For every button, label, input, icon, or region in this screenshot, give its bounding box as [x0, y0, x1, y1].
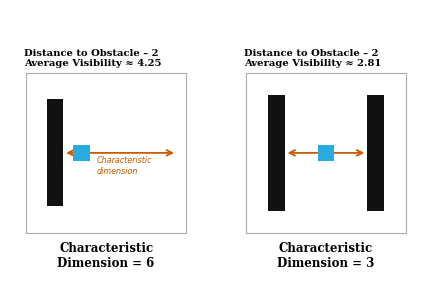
Text: Characteristic
dimension: Characteristic dimension	[96, 156, 152, 176]
Bar	[47, 98, 63, 206]
Bar	[367, 95, 384, 211]
Text: Characteristic
Dimension = 6: Characteristic Dimension = 6	[57, 242, 155, 270]
Text: Distance to Obstacle – 2
Average Visibility ≈ 4.25: Distance to Obstacle – 2 Average Visibil…	[24, 49, 161, 69]
Bar	[318, 145, 334, 161]
Bar	[268, 95, 285, 211]
Bar	[73, 145, 89, 161]
Text: Characteristic
Dimension = 3: Characteristic Dimension = 3	[277, 242, 375, 270]
Text: Distance to Obstacle – 2
Average Visibility ≈ 2.81: Distance to Obstacle – 2 Average Visibil…	[244, 49, 381, 69]
